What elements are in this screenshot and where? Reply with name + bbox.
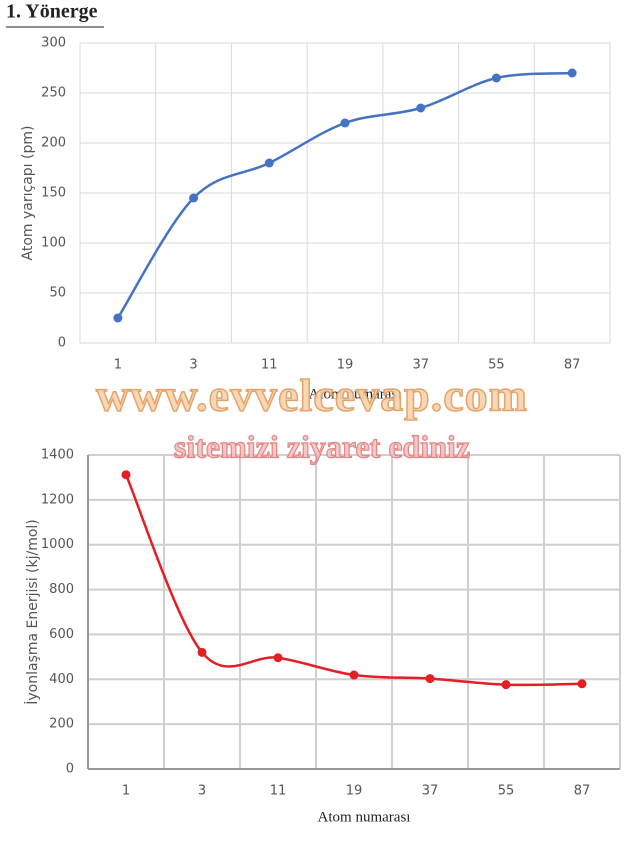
y-tick-label: 0 [66,762,74,777]
x-axis-label: Atom numarası [309,386,402,402]
y-tick-label: 300 [41,36,66,51]
x-tick-label: 37 [422,784,439,799]
data-point [273,653,283,663]
chart: 0 50 100 150 200 250 300 1 3 11 19 37 55 87 Atom numar… [20,36,611,402]
series-line [124,474,583,687]
x-tick-label: 11 [270,784,287,799]
y-tick-label: 600 [49,627,74,642]
x-tick-label: 19 [337,358,354,373]
data-point [189,193,199,203]
x-tick-label: 11 [261,358,278,373]
x-tick-label: 37 [412,358,429,373]
y-tick-label: 1200 [41,492,74,507]
y-tick-label: 1400 [41,448,74,463]
y-tick-label: 1000 [41,537,74,552]
data-point [121,470,131,480]
y-tick-label: 150 [41,186,66,201]
data-point [113,313,123,323]
x-tick-label: 55 [498,784,515,799]
y-tick-label: 0 [58,336,66,351]
data-point [491,73,501,83]
data-point [349,670,359,680]
chart: 0 200 400 600 800 1000 1200 1400 1 3 11 19 37 55 87 Ato… [23,448,621,825]
charts: 0 50 100 150 200 250 300 1 3 11 19 37 55 87 Atom numar… [20,36,621,825]
y-tick-label: 800 [49,582,74,597]
y-tick-label: 200 [41,136,66,151]
x-tick-label: 87 [564,358,581,373]
x-tick-label: 1 [122,784,130,799]
x-tick-label: 55 [488,358,505,373]
y-tick-label: 100 [41,236,66,251]
data-point [416,103,426,113]
x-tick-label: 3 [189,358,197,373]
x-axis-label: Atom numarası [318,809,411,825]
data-point [425,674,435,684]
watermark-site: www.evvelcevap.com [96,370,528,421]
x-tick-label: 3 [198,784,206,799]
data-point [567,68,577,78]
y-tick-label: 250 [41,86,66,101]
watermark-invite: sitemizi ziyaret ediniz [174,428,470,464]
x-tick-label: 19 [346,784,363,799]
y-tick-label: 50 [49,286,66,301]
y-axis-label: İyonlaşma Enerjisi (kj/mol) [23,519,41,705]
y-axis-label: Atom yarıçapı (pm) [20,126,36,261]
data-point [264,158,274,168]
x-tick-label: 87 [574,784,591,799]
y-tick-label: 400 [49,672,74,687]
series-line [116,71,573,319]
x-tick-label: 1 [114,358,122,373]
y-tick-label: 200 [49,717,74,732]
data-point [501,680,511,690]
data-point [340,118,350,128]
heading: 1. Yönerge [6,1,98,23]
data-point [577,679,587,689]
data-point [197,647,207,657]
